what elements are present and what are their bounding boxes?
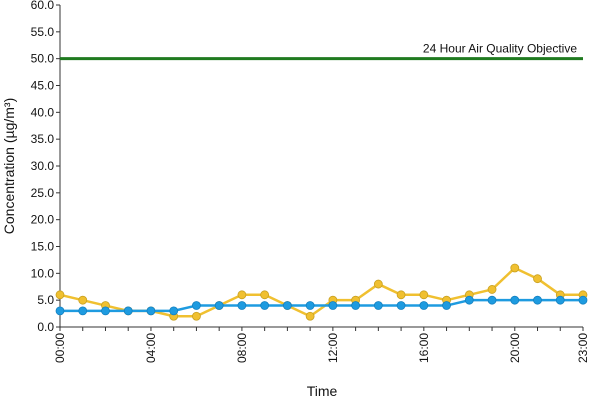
x-tick-label: 23:00	[576, 333, 590, 363]
series-2-point	[169, 306, 179, 316]
series-1-point	[237, 290, 247, 300]
objective-label: 24 Hour Air Quality Objective	[423, 42, 577, 56]
series-2-point	[555, 295, 565, 305]
x-tick-label: 04:00	[144, 333, 158, 363]
x-tick-label: 12:00	[326, 333, 340, 363]
series-2-point	[214, 301, 224, 310]
series-2-point	[146, 306, 156, 316]
series-1-point	[510, 263, 520, 273]
series-1-point	[305, 311, 315, 321]
series-1-point	[419, 290, 429, 300]
series-2-point	[305, 301, 315, 310]
series-1-point	[78, 295, 88, 305]
series-group	[55, 263, 588, 321]
series-1-point	[373, 279, 383, 289]
series-2-point	[487, 295, 497, 305]
series-1-point	[487, 285, 497, 294]
y-tick-label: 50.0	[31, 52, 55, 66]
x-axis-ticks: 00:00 04:00 08:00 12:00 16:00 20:00 23:00	[53, 327, 590, 363]
y-tick-label: 5.0	[37, 293, 54, 307]
series-2-point	[510, 295, 520, 305]
y-tick-label: 35.0	[31, 132, 55, 146]
x-axis-title: Time	[307, 383, 338, 399]
y-tick-label: 55.0	[31, 25, 55, 39]
y-tick-label: 30.0	[31, 159, 55, 173]
series-1-point	[192, 311, 201, 321]
y-tick-label: 25.0	[31, 186, 55, 200]
y-axis-ticks: 0.0 5.0 10.0 15.0 20.0 25.0 30.0 35.0 40.0 45.0 50…	[31, 0, 60, 334]
series-2-point	[442, 301, 451, 310]
series-2-point	[351, 301, 361, 310]
y-tick-label: 0.0	[37, 320, 54, 334]
series-2-point	[101, 306, 110, 316]
series-2-point	[78, 306, 88, 316]
series-2-point	[123, 306, 133, 316]
y-tick-label: 40.0	[31, 105, 55, 119]
series-2-point	[533, 295, 542, 305]
series-1-point	[533, 274, 542, 284]
series-2-point	[578, 295, 588, 305]
y-tick-label: 15.0	[31, 240, 55, 254]
series-2-point	[260, 301, 270, 310]
series-2-point	[419, 301, 429, 310]
y-tick-label: 45.0	[31, 79, 55, 93]
series-2-point	[237, 301, 247, 310]
y-tick-label: 10.0	[31, 266, 55, 280]
x-tick-label: 08:00	[235, 333, 249, 363]
series-1-point	[396, 290, 406, 300]
series-2-point	[282, 301, 292, 310]
y-tick-label: 20.0	[31, 213, 55, 227]
series-line-1	[59, 266, 583, 318]
x-tick-label: 16:00	[417, 333, 431, 363]
series-2-point	[192, 301, 201, 310]
x-tick-label: 00:00	[53, 333, 67, 363]
y-axis-title: Concentration (µg/m³)	[1, 98, 17, 234]
x-tick-label: 20:00	[508, 333, 522, 363]
series-2-point	[55, 306, 65, 316]
series-1-point	[260, 290, 270, 300]
series-2-point	[396, 301, 406, 310]
y-tick-label: 60.0	[31, 0, 55, 12]
series-2-point	[373, 301, 383, 310]
series-1-point	[55, 290, 65, 300]
series-2-point	[464, 295, 474, 305]
series-2-point	[328, 301, 338, 310]
